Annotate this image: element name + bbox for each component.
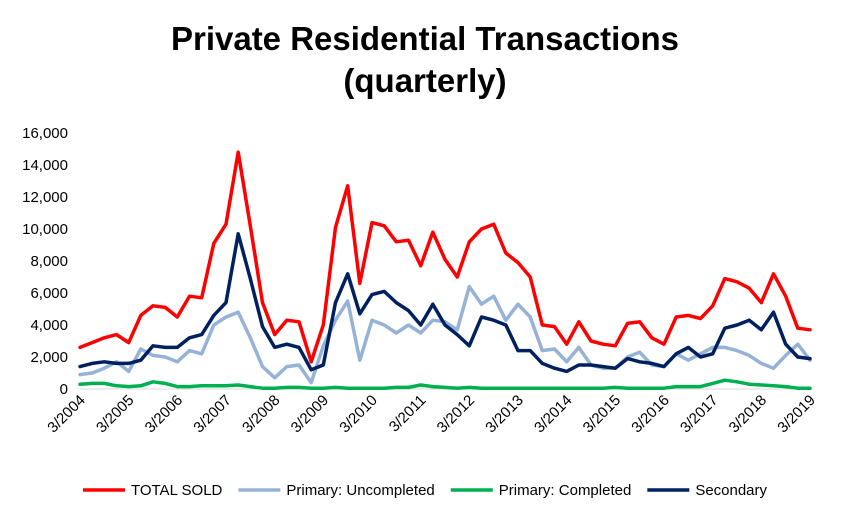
series-line-1 [78, 284, 812, 385]
legend-item-1: Primary: Uncompleted [238, 482, 435, 499]
y-tick-label: 14,000 [22, 157, 68, 174]
x-tick-label: 3/2008 [239, 392, 283, 436]
chart-title: Private Residential Transactions (quarte… [0, 18, 850, 102]
x-tick-label: 3/2005 [93, 392, 137, 436]
y-tick-label: 4,000 [30, 317, 68, 334]
chart-title-line-1: Private Residential Transactions [170, 20, 680, 57]
series-line-2 [78, 378, 812, 390]
legend-item-2: Primary: Completed [450, 482, 632, 499]
x-tick-label: 3/2012 [434, 392, 478, 436]
x-tick-label: 3/2015 [580, 392, 624, 436]
series-line-0 [78, 150, 812, 364]
y-tick-label: 2,000 [30, 349, 68, 366]
x-tick-label: 3/2009 [288, 392, 332, 436]
legend-item-3: Secondary [647, 482, 768, 499]
y-tick-label: 6,000 [30, 285, 68, 302]
x-tick-label: 3/2017 [677, 392, 721, 436]
x-tick-label: 3/2006 [142, 392, 186, 436]
x-tick-label: 3/2018 [726, 392, 770, 436]
x-tick-label: 3/2013 [482, 392, 526, 436]
legend-label: Primary: Completed [499, 482, 632, 499]
y-tick-label: 16,000 [22, 125, 68, 142]
chart-title-line-2: (quarterly) [343, 62, 507, 99]
legend-label: Secondary [695, 482, 767, 499]
y-tick-label: 10,000 [22, 221, 68, 238]
x-tick-label: 3/2004 [44, 392, 88, 436]
x-tick-label: 3/2010 [336, 392, 380, 436]
x-tick-label: 3/2019 [774, 392, 818, 436]
y-tick-label: 12,000 [22, 189, 68, 206]
x-tick-label: 3/2016 [628, 392, 672, 436]
legend: TOTAL SOLD Primary: Uncompleted Primary: C… [82, 482, 768, 499]
series-lines [78, 150, 812, 390]
x-tick-label: 3/2014 [531, 392, 575, 436]
x-tick-label: 3/2011 [386, 392, 430, 436]
series-line-3 [78, 232, 812, 374]
legend-label: TOTAL SOLD [131, 482, 223, 499]
y-tick-label: 8,000 [30, 253, 68, 270]
y-tick-label: 0 [60, 381, 68, 398]
legend-label: Primary: Uncompleted [286, 482, 434, 499]
axes: 0 2,000 4,000 6,000 8,000 10,000 12,000 14,000 1… [22, 125, 819, 436]
x-tick-label: 3/2007 [190, 392, 234, 436]
legend-item-0: TOTAL SOLD [82, 482, 223, 499]
